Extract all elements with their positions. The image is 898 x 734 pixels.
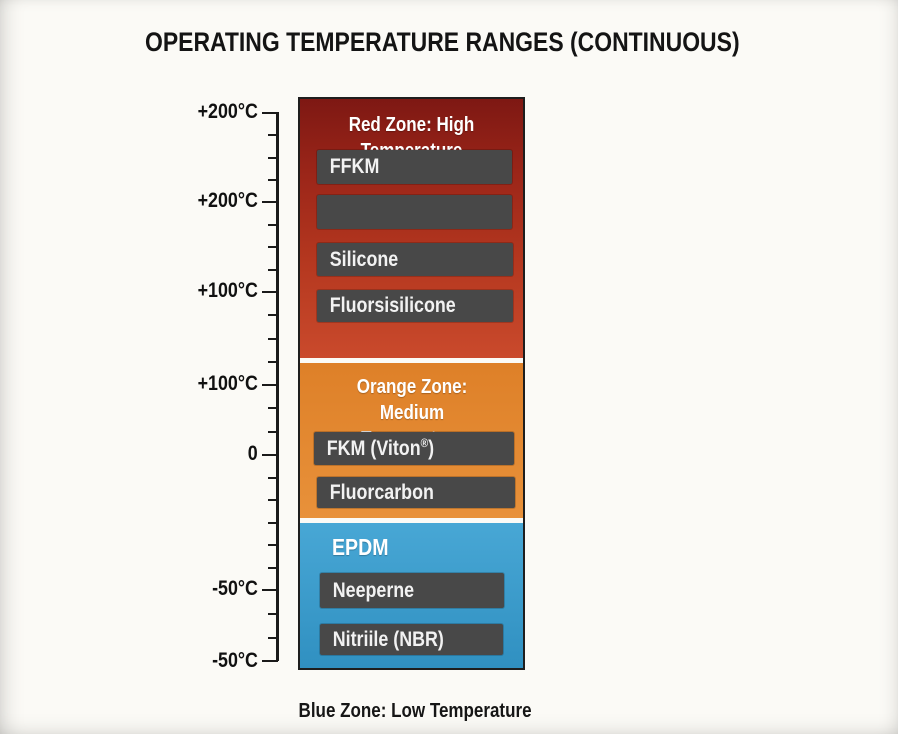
material-bar-label: Fluorcarbon xyxy=(329,480,434,504)
axis-tick-label: -50°C xyxy=(204,577,258,601)
axis-tick-label: +200°C xyxy=(187,100,258,124)
axis-tick-label-text: +200°C xyxy=(197,100,258,124)
axis-major-tick xyxy=(262,291,278,293)
chart-caption-text: Blue Zone: Low Temperature xyxy=(298,700,532,722)
material-bar-neeperne: Neeperne xyxy=(320,573,504,608)
material-bar-label: FKM (Viton®) xyxy=(326,436,435,460)
axis-tick-label-text: +100°C xyxy=(197,279,258,303)
axis-tick-label: -50°C xyxy=(204,649,258,673)
axis-major-tick xyxy=(262,589,278,591)
axis-minor-tick xyxy=(268,613,278,615)
axis-major-tick xyxy=(262,112,278,114)
axis-minor-tick xyxy=(268,269,278,271)
axis-major-tick xyxy=(262,660,278,662)
axis-minor-tick xyxy=(268,544,278,546)
axis-minor-tick xyxy=(268,157,278,159)
axis-minor-tick xyxy=(268,407,278,409)
axis-major-tick xyxy=(262,384,278,386)
axis-tick-label-text: -50°C xyxy=(212,577,258,601)
material-bar-fluorcarbon: Fluorcarbon xyxy=(317,477,515,508)
axis-minor-tick xyxy=(268,246,278,248)
axis-minor-tick xyxy=(268,477,278,479)
material-bar-label: Fluorsisilicone xyxy=(329,294,456,317)
page-title-text: OPERATING TEMPERATURE RANGES (CONTINUOUS… xyxy=(145,27,740,57)
temp-axis-line xyxy=(276,112,279,661)
material-bar-ffkm: FFKM xyxy=(317,150,512,184)
chart-caption: Blue Zone: Low Temperature xyxy=(265,700,565,723)
registered-mark: ® xyxy=(420,436,429,450)
axis-tick-label: +100°C xyxy=(187,372,258,396)
axis-minor-tick xyxy=(268,361,278,363)
axis-minor-tick xyxy=(268,314,278,316)
material-bar-label: Neeperne xyxy=(332,578,415,602)
axis-minor-tick xyxy=(268,431,278,433)
material-bar-fkm-viton: FKM (Viton®) xyxy=(314,432,514,465)
axis-tick-label-text: -50°C xyxy=(212,649,258,673)
material-bar-label: Nitriile (NBR) xyxy=(332,627,444,651)
material-bar-empty xyxy=(317,195,512,229)
material-bar-label: Silicone xyxy=(329,247,399,271)
material-bar-nitriile-nbr: Nitriile (NBR) xyxy=(320,624,503,655)
axis-minor-tick xyxy=(268,499,278,501)
material-label-epdm: EPDM xyxy=(332,534,398,561)
axis-minor-tick xyxy=(268,134,278,136)
material-bar-silicone: Silicone xyxy=(317,243,513,276)
axis-minor-tick xyxy=(268,224,278,226)
axis-minor-tick xyxy=(268,179,278,181)
material-bar-fluorsisilicone: Fluorsisilicone xyxy=(317,290,513,322)
axis-minor-tick xyxy=(268,338,278,340)
axis-major-tick xyxy=(262,454,278,456)
axis-tick-label: 0 xyxy=(246,442,258,466)
material-bar-label: FFKM xyxy=(329,155,380,178)
axis-minor-tick xyxy=(268,637,278,639)
page-title: OPERATING TEMPERATURE RANGES (CONTINUOUS… xyxy=(145,27,845,58)
axis-minor-tick xyxy=(268,567,278,569)
axis-tick-label-text: 0 xyxy=(248,442,258,466)
axis-minor-tick xyxy=(268,522,278,524)
axis-tick-label-text: +100°C xyxy=(197,372,258,396)
axis-major-tick xyxy=(262,201,278,203)
material-label-text: EPDM xyxy=(332,534,389,560)
axis-tick-label: +200°C xyxy=(187,189,258,213)
axis-tick-label-text: +200°C xyxy=(197,189,258,213)
axis-tick-label: +100°C xyxy=(187,279,258,303)
